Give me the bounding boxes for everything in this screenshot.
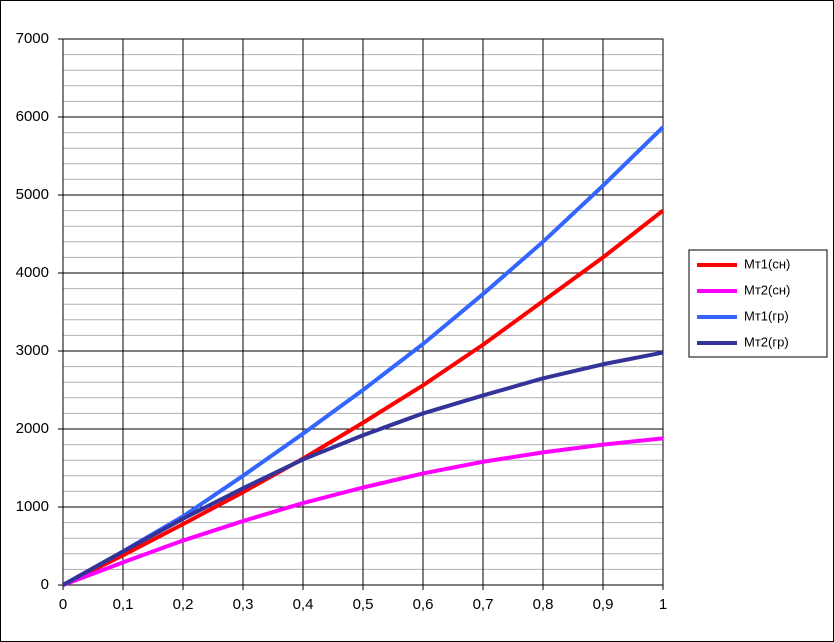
x-tick-label: 0,2 [173,596,194,613]
x-tick-label: 0,6 [413,596,434,613]
plot-border [62,38,664,586]
x-tick-label: 0,5 [353,596,374,613]
x-tick-label: 0,4 [293,596,314,613]
x-tick-label: 0 [59,596,67,613]
legend-label: Мт2(гр) [744,334,789,349]
legend-label: Мт1(сн) [744,256,790,271]
legend: Мт1(сн) Мт2(сн) Мт1(гр) Мт2(гр) [688,249,828,358]
y-tick-label: 1000 [16,498,49,515]
y-tick-label: 2000 [16,420,49,437]
y-tick-label: 6000 [16,108,49,125]
x-tick-label: 1 [659,596,667,613]
legend-label: Мт1(гр) [744,308,789,323]
legend-box [688,249,828,358]
series-line [62,350,664,587]
y-tick-label: 3000 [16,342,49,359]
y-tick-label: 4000 [16,264,49,281]
x-tick-label: 0,1 [113,596,134,613]
x-tick-label: 0,8 [533,596,554,613]
series-line [62,209,665,587]
legend-label: Мт2(сн) [744,282,790,297]
y-tick-label: 0 [41,576,49,593]
series-line [62,436,664,587]
x-tick-label: 0,7 [473,596,494,613]
x-tick-label: 0,9 [593,596,614,613]
y-tick-label: 7000 [16,30,49,47]
y-tick-label: 5000 [16,186,49,203]
x-tick-label: 0,3 [233,596,254,613]
